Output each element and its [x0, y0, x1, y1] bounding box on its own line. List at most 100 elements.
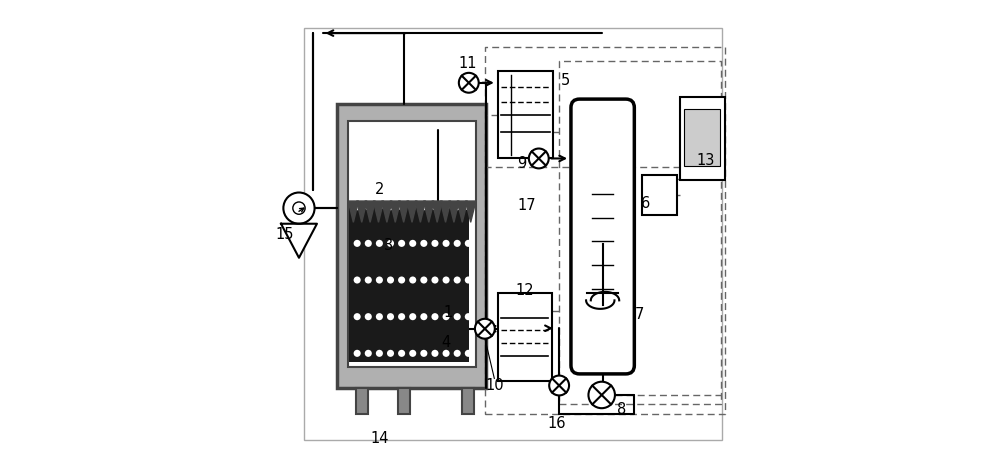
Circle shape [354, 240, 361, 247]
Circle shape [409, 240, 416, 247]
Circle shape [376, 313, 383, 320]
Polygon shape [407, 201, 417, 222]
Circle shape [443, 203, 450, 210]
Circle shape [398, 276, 405, 284]
Text: 3: 3 [384, 238, 393, 254]
Text: 9: 9 [517, 156, 526, 171]
Circle shape [398, 203, 405, 210]
Circle shape [354, 350, 361, 357]
Circle shape [409, 276, 416, 284]
Circle shape [431, 240, 439, 247]
Circle shape [376, 350, 383, 357]
Bar [349, 203, 469, 362]
Text: 11: 11 [459, 56, 477, 71]
Circle shape [365, 203, 372, 210]
Text: 10: 10 [485, 378, 504, 393]
Circle shape [475, 319, 495, 339]
Circle shape [454, 203, 461, 210]
Polygon shape [357, 201, 367, 222]
Circle shape [443, 350, 450, 357]
Circle shape [376, 240, 383, 247]
Polygon shape [398, 201, 409, 222]
Text: 7: 7 [635, 307, 644, 322]
Bar [680, 97, 725, 180]
Circle shape [454, 276, 461, 284]
Text: 16: 16 [548, 416, 566, 431]
Text: 8: 8 [617, 402, 627, 417]
Circle shape [283, 193, 315, 224]
Circle shape [549, 376, 569, 395]
Circle shape [387, 203, 394, 210]
Circle shape [398, 350, 405, 357]
Circle shape [420, 203, 427, 210]
Circle shape [465, 350, 472, 357]
FancyBboxPatch shape [571, 99, 634, 374]
Circle shape [529, 149, 549, 168]
Polygon shape [465, 201, 476, 222]
Circle shape [431, 203, 439, 210]
Circle shape [354, 203, 361, 210]
Bar [348, 121, 476, 367]
Circle shape [376, 276, 383, 284]
Circle shape [409, 350, 416, 357]
Bar [642, 175, 677, 215]
Circle shape [420, 313, 427, 320]
Bar [498, 293, 552, 381]
Circle shape [431, 350, 439, 357]
Circle shape [465, 276, 472, 284]
Polygon shape [348, 201, 359, 222]
Polygon shape [424, 201, 434, 222]
Circle shape [365, 240, 372, 247]
Circle shape [454, 313, 461, 320]
Circle shape [398, 240, 405, 247]
Circle shape [387, 240, 394, 247]
Circle shape [376, 203, 383, 210]
Circle shape [465, 240, 472, 247]
Polygon shape [382, 201, 392, 222]
Circle shape [354, 313, 361, 320]
Circle shape [443, 313, 450, 320]
Text: 12: 12 [515, 283, 534, 298]
Circle shape [443, 240, 450, 247]
Circle shape [409, 313, 416, 320]
Circle shape [465, 203, 472, 210]
Polygon shape [373, 201, 384, 222]
Text: 13: 13 [697, 153, 715, 168]
Polygon shape [390, 201, 400, 222]
Circle shape [387, 313, 394, 320]
Text: 5: 5 [561, 73, 570, 88]
Text: 2: 2 [375, 182, 384, 197]
Text: 14: 14 [370, 431, 389, 447]
Polygon shape [457, 201, 467, 222]
Bar [356, 388, 368, 414]
Polygon shape [449, 201, 459, 222]
Bar [498, 71, 553, 158]
Circle shape [387, 276, 394, 284]
Polygon shape [432, 201, 442, 222]
Text: 4: 4 [441, 335, 450, 350]
Circle shape [365, 276, 372, 284]
Circle shape [365, 313, 372, 320]
Text: 17: 17 [517, 198, 536, 213]
Text: 1: 1 [443, 305, 453, 320]
Circle shape [420, 276, 427, 284]
Polygon shape [281, 224, 317, 258]
Polygon shape [415, 201, 426, 222]
Circle shape [420, 350, 427, 357]
Bar [462, 388, 474, 414]
Bar [304, 28, 722, 440]
Circle shape [398, 313, 405, 320]
Circle shape [465, 313, 472, 320]
Circle shape [459, 73, 479, 93]
Circle shape [387, 350, 394, 357]
Circle shape [588, 382, 615, 408]
Circle shape [431, 276, 439, 284]
Circle shape [454, 350, 461, 357]
Polygon shape [440, 201, 451, 222]
Circle shape [420, 240, 427, 247]
Bar [398, 388, 410, 414]
Bar [337, 104, 486, 388]
Circle shape [354, 276, 361, 284]
Circle shape [454, 240, 461, 247]
Circle shape [365, 350, 372, 357]
